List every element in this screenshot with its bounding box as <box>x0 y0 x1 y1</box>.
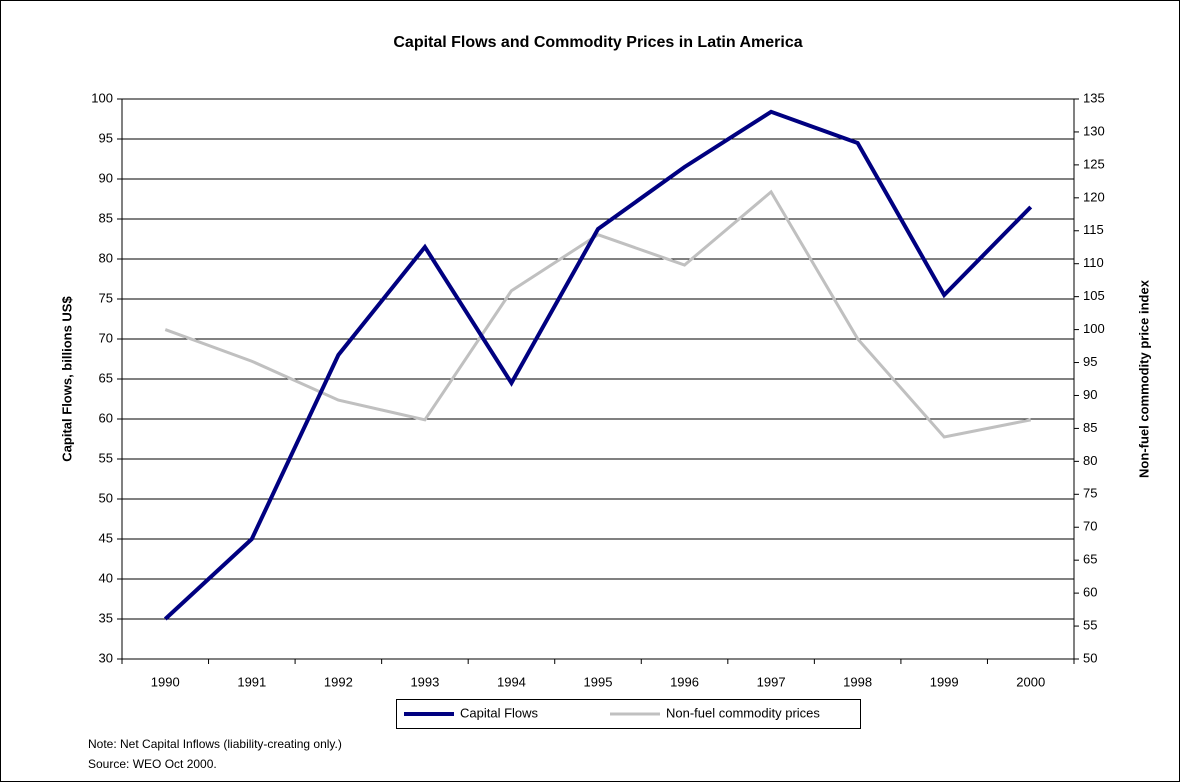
y2-tick-label: 85 <box>1083 420 1097 435</box>
x-tick-label: 1994 <box>497 674 526 689</box>
y-tick-label: 65 <box>99 370 113 385</box>
y2-tick-label: 115 <box>1083 222 1104 237</box>
y2-tick-label: 55 <box>1083 617 1097 632</box>
x-tick-label: 1995 <box>584 674 613 689</box>
y-tick-label: 60 <box>99 410 113 425</box>
y-tick-label: 35 <box>99 610 113 625</box>
x-tick-label: 2000 <box>1016 674 1045 689</box>
x-tick-label: 1990 <box>151 674 180 689</box>
y-tick-label: 85 <box>99 210 113 225</box>
y2-tick-label: 90 <box>1083 387 1097 402</box>
y2-tick-label: 50 <box>1083 650 1097 665</box>
y2-axis-label: Non-fuel commodity price index <box>1136 279 1151 478</box>
y-tick-label: 40 <box>99 570 113 585</box>
y2-tick-label: 60 <box>1083 585 1097 600</box>
y2-tick-label: 80 <box>1083 453 1097 468</box>
y2-tick-label: 95 <box>1083 354 1097 369</box>
y2-tick-label: 125 <box>1083 156 1105 171</box>
note: Source: WEO Oct 2000. <box>88 757 217 771</box>
y2-tick-label: 75 <box>1083 486 1097 501</box>
x-tick-label: 1996 <box>670 674 699 689</box>
y2-tick-label: 130 <box>1083 123 1105 138</box>
y-tick-label: 100 <box>91 90 113 105</box>
y-tick-label: 55 <box>99 450 113 465</box>
y2-tick-label: 65 <box>1083 552 1097 567</box>
y-tick-label: 50 <box>99 490 113 505</box>
y-tick-label: 75 <box>99 290 113 305</box>
series-line <box>163 109 1033 621</box>
y-tick-label: 45 <box>99 530 113 545</box>
legend-label: Capital Flows <box>460 705 539 720</box>
x-tick-label: 1999 <box>930 674 959 689</box>
x-tick-label: 1993 <box>410 674 439 689</box>
y2-tick-label: 70 <box>1083 519 1097 534</box>
y2-tick-label: 120 <box>1083 189 1105 204</box>
y2-tick-label: 110 <box>1083 255 1104 270</box>
y2-tick-label: 100 <box>1083 321 1105 336</box>
chart-title: Capital Flows and Commodity Prices in La… <box>393 34 802 51</box>
y2-tick-label: 105 <box>1083 288 1105 303</box>
x-tick-label: 1998 <box>843 674 872 689</box>
note: Note: Net Capital Inflows (liability-cre… <box>88 737 342 751</box>
y-tick-label: 80 <box>99 250 113 265</box>
y-axis-label: Capital Flows, billions US$ <box>59 296 74 462</box>
y-tick-label: 70 <box>99 330 113 345</box>
y-tick-label: 90 <box>99 170 113 185</box>
x-tick-label: 1997 <box>757 674 786 689</box>
x-tick-label: 1991 <box>237 674 266 689</box>
legend-label: Non-fuel commodity prices <box>666 705 820 720</box>
y-tick-label: 95 <box>99 130 113 145</box>
y-tick-label: 30 <box>99 650 113 665</box>
y2-tick-label: 135 <box>1083 90 1105 105</box>
series-line <box>164 189 1032 439</box>
x-tick-label: 1992 <box>324 674 353 689</box>
